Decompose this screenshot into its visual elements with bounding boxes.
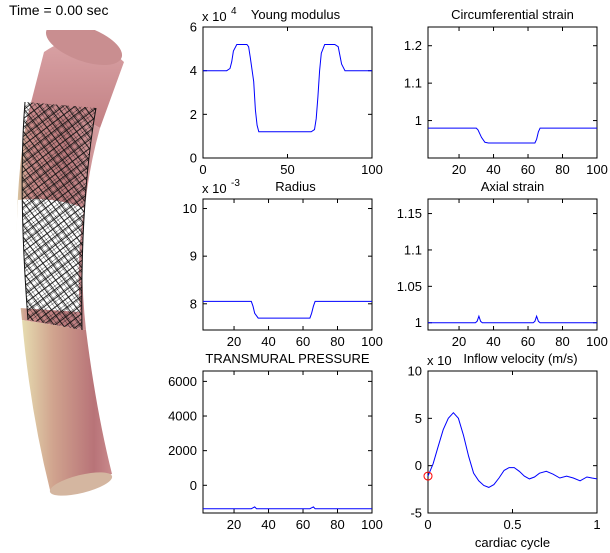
chart-title: Circumferential strain [451, 7, 574, 22]
y-tick-label: 9 [190, 249, 197, 264]
chart-title: TRANSMURAL PRESSURE [205, 351, 370, 366]
chart-title: Inflow velocity (m/s) [463, 351, 577, 366]
y-tick-label: 1.1 [404, 242, 422, 257]
current-time-marker [423, 471, 433, 481]
x-tick-label: 40 [486, 334, 500, 349]
y-tick-label: 2000 [168, 443, 197, 458]
chart-title: Axial strain [481, 179, 545, 194]
series-line [203, 300, 372, 319]
x-tick-label: 0 [424, 517, 431, 532]
y-tick-label: 6000 [168, 374, 197, 389]
stent-artery-illustration [16, 30, 124, 496]
y-tick-label: 0 [190, 151, 197, 166]
y-tick-label: 6 [190, 20, 197, 35]
y-tick-label: 1.15 [397, 206, 422, 221]
y-tick-label: 10 [183, 201, 197, 216]
x-tick-label: 20 [452, 162, 466, 177]
axes-frame [202, 198, 373, 331]
x-tick-label: 80 [555, 334, 569, 349]
axes-frame [202, 26, 373, 159]
series-line [428, 127, 597, 144]
x-tick-label: 20 [452, 334, 466, 349]
axes-frame [427, 370, 598, 514]
axes-frame [427, 198, 598, 331]
x-tick-label: 0 [199, 162, 206, 177]
y-tick-label: 0 [415, 458, 422, 473]
y-tick-label: 1.05 [397, 279, 422, 294]
y-tick-label: 8 [190, 296, 197, 311]
y-tick-label: 5 [415, 411, 422, 426]
x-tick-label: 80 [555, 162, 569, 177]
y-tick-label: 1 [415, 315, 422, 330]
exponent-label: x 10 [202, 9, 227, 24]
x-tick-label: 60 [521, 162, 535, 177]
series-line [428, 314, 597, 324]
y-tick-label: 10 [408, 364, 422, 379]
x-tick-label: 60 [296, 334, 310, 349]
x-tick-label: 40 [486, 162, 500, 177]
x-tick-label: 1 [593, 517, 600, 532]
x-tick-label: 0.5 [503, 517, 521, 532]
x-tick-label: 20 [227, 517, 241, 532]
x-tick-label: 100 [586, 162, 608, 177]
y-tick-label: 1.1 [404, 76, 422, 91]
x-tick-label: 40 [261, 517, 275, 532]
y-tick-label: 4000 [168, 409, 197, 424]
series-line [427, 411, 598, 488]
x-tick-label: 50 [280, 162, 294, 177]
x-tick-label: 80 [330, 334, 344, 349]
x-tick-label: 100 [586, 334, 608, 349]
chart-title: Radius [275, 179, 316, 194]
chart-title: Young modulus [251, 7, 341, 22]
y-tick-label: 4 [190, 63, 197, 78]
exponent-label: x 10 [427, 353, 452, 368]
x-tick-label: 100 [361, 334, 383, 349]
x-tick-label: 100 [361, 517, 383, 532]
x-tick-label: 60 [296, 517, 310, 532]
axes-frame [202, 370, 373, 514]
time-label: Time = 0.00 sec [9, 2, 109, 18]
series-line [203, 44, 372, 133]
x-tick-label: 40 [261, 334, 275, 349]
x-tick-label: 60 [521, 334, 535, 349]
exponent-power: 4 [231, 6, 237, 17]
x-tick-label: 80 [330, 517, 344, 532]
axes-frame [427, 26, 598, 159]
y-tick-label: 1.2 [404, 38, 422, 53]
series-line [203, 506, 372, 510]
exponent-power: -3 [231, 178, 240, 189]
y-tick-label: -5 [410, 506, 422, 521]
exponent-label: x 10 [202, 181, 227, 196]
y-tick-label: 0 [190, 478, 197, 493]
x-tick-label: 20 [227, 334, 241, 349]
y-tick-label: 1 [415, 113, 422, 128]
x-axis-label: cardiac cycle [475, 535, 550, 550]
x-tick-label: 100 [361, 162, 383, 177]
y-tick-label: 2 [190, 107, 197, 122]
